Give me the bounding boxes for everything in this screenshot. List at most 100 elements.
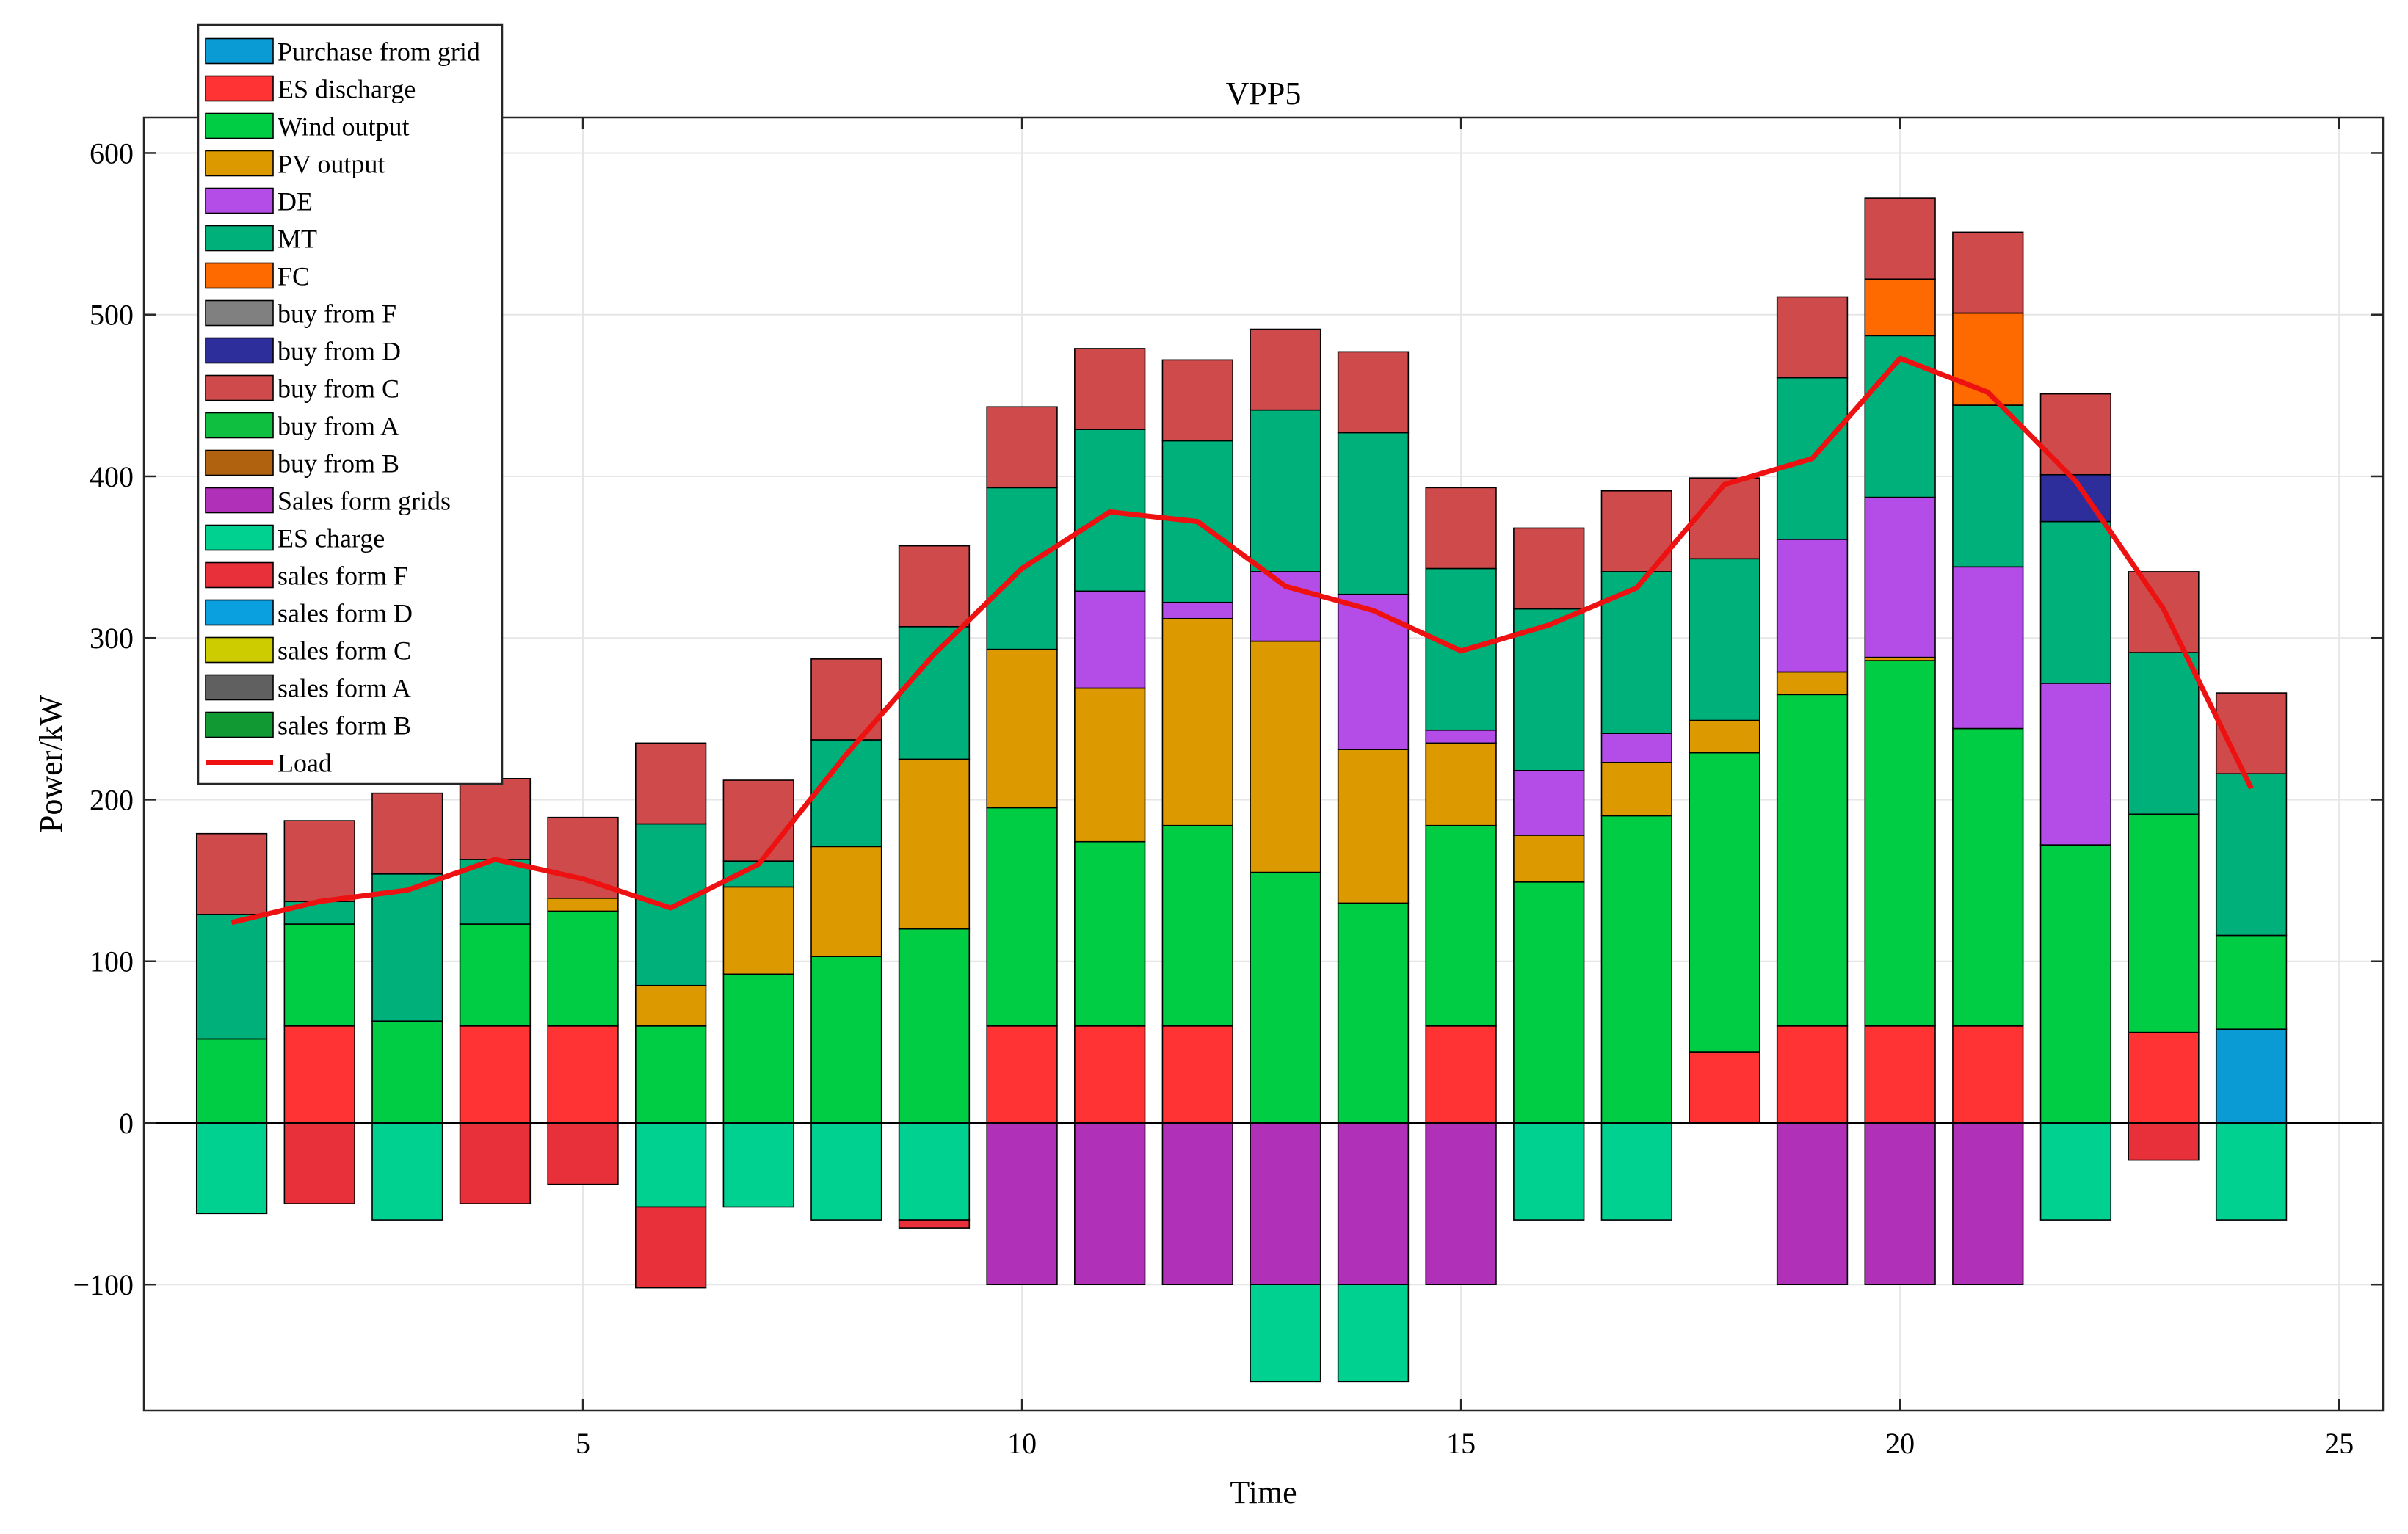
x-tick-label: 25 (2324, 1427, 2354, 1460)
bar-segment-buy-from-c (1074, 348, 1146, 430)
legend-label: Load (278, 749, 332, 778)
bar-segment-wind-output (1337, 902, 1410, 1124)
bar-segment-mt (1952, 404, 2024, 568)
bar-segment-es-charge (898, 1122, 971, 1221)
legend-label: buy from F (278, 299, 396, 329)
x-tick-label: 5 (576, 1427, 590, 1460)
legend-swatch (205, 374, 274, 401)
stacked-bars (195, 197, 2288, 1383)
bar-segment-es-charge (1513, 1122, 1585, 1221)
bar-segment-pv-output (722, 886, 794, 975)
bar-segment-pv-output (1250, 640, 1321, 873)
bar-segment-de (1337, 593, 1410, 750)
legend-swatch (205, 599, 274, 626)
x-axis-label: Time (1230, 1475, 1297, 1511)
bar-segment-es-charge (722, 1122, 794, 1208)
bar-segment-es-discharge (2128, 1031, 2200, 1124)
y-tick-label: 300 (90, 622, 134, 655)
bar-segment-buy-from-c (1864, 197, 1936, 280)
bar-segment-es-charge (810, 1122, 882, 1221)
bar-segment-pv-output (547, 898, 619, 912)
bar-segment-wind-output (1425, 824, 1497, 1027)
legend-swatch (205, 337, 274, 364)
axis-ticks: 5 10 15 20 25 −100 0 100 200 300 400 500 600 (73, 117, 2383, 1460)
bar-segment-buy-from-c (635, 742, 707, 825)
bar-segment-wind-output (2215, 934, 2288, 1030)
bar-segment-mt (2215, 773, 2288, 937)
bar-segment-wind-output (986, 807, 1058, 1027)
plot-frame (142, 116, 2385, 1412)
bar-segment-buy-from-c (1513, 527, 1585, 610)
x-tick-label: 15 (1446, 1427, 1476, 1460)
y-tick-label: 600 (90, 137, 134, 170)
bar-segment-de (1161, 601, 1233, 619)
bar-segment-buy-from-c (2039, 393, 2112, 476)
bar-segment-wind-output (722, 973, 794, 1124)
bar-segment-es-discharge (459, 1025, 532, 1124)
bar-segment-es-charge (2039, 1122, 2112, 1221)
bar-segment-mt (1864, 335, 1936, 498)
bar-segment-de (2039, 683, 2112, 846)
bar-segment-sales-form-grids (1776, 1122, 1849, 1286)
legend-swatch (205, 412, 274, 439)
legend-swatch (205, 262, 274, 289)
bar-segment-sales-form-grids (1074, 1122, 1146, 1286)
bar-segment-de (1513, 770, 1585, 836)
bar-segment-sales-form-grids (1337, 1122, 1410, 1286)
bar-segment-es-discharge (1074, 1025, 1146, 1124)
bar-segment-buy-from-c (2215, 692, 2288, 775)
legend-label: sales form A (278, 674, 411, 703)
legend-swatch (205, 711, 274, 738)
bar-segment-wind-output (1074, 840, 1146, 1027)
y-tick-label: 200 (90, 783, 134, 816)
legend-swatch (205, 674, 274, 701)
bar-segment-pv-output (1600, 761, 1672, 817)
bar-segment-wind-output (1513, 881, 1585, 1124)
bar-segment-buy-from-c (195, 832, 268, 915)
bar-segment-mt (1513, 608, 1585, 771)
legend: Purchase from grid ES discharge Wind outpu… (197, 23, 504, 785)
bar-segment-pv-output (1776, 671, 1849, 696)
bar-segment-wind-output (1161, 824, 1233, 1027)
legend-swatch (205, 225, 274, 252)
bar-segment-pv-output (1425, 742, 1497, 826)
legend-swatch (205, 561, 274, 589)
bar-segment-wind-output (195, 1038, 268, 1124)
legend-label: sales form D (278, 599, 413, 628)
legend-label: FC (278, 262, 310, 291)
bar-segment-de (1425, 729, 1497, 744)
legend-label: Wind output (278, 112, 410, 142)
legend-label: buy from A (278, 412, 399, 441)
legend-swatch (205, 299, 274, 327)
bar-segment-pv-output (898, 758, 971, 930)
bar-segment-sales-form-f (459, 1122, 532, 1204)
bar-segment-es-discharge (1689, 1051, 1760, 1124)
bar-segment-wind-output (1776, 694, 1849, 1027)
bar-segment-mt (2039, 520, 2112, 684)
legend-swatch (205, 449, 274, 476)
legend-label: Purchase from grid (278, 37, 480, 67)
y-tick-label: 400 (90, 460, 134, 493)
legend-label: Sales form grids (278, 487, 451, 516)
bar-segment-es-discharge (1864, 1025, 1936, 1124)
legend-label: ES discharge (278, 75, 416, 104)
bar-segment-sales-form-f (635, 1206, 707, 1289)
legend-label: MT (278, 225, 317, 254)
legend-swatch (205, 187, 274, 214)
chart-title: VPP5 (1226, 76, 1302, 112)
bar-segment-wind-output (459, 923, 532, 1027)
bar-segment-sales-form-grids (1250, 1122, 1321, 1286)
bar-segment-fc (1864, 278, 1936, 337)
bar-segment-de (1776, 539, 1849, 673)
bar-segment-pv-output (810, 846, 882, 957)
legend-label: buy from C (278, 374, 399, 404)
legend-label: sales form B (278, 711, 411, 741)
load-line (231, 355, 2254, 926)
bar-segment-buy-from-c (1161, 359, 1233, 442)
bar-segment-pv-output (986, 648, 1058, 809)
bar-segment-mt (2128, 652, 2200, 815)
legend-label: buy from D (278, 337, 401, 366)
y-tick-label: 0 (119, 1107, 134, 1140)
y-tick-label: 500 (90, 299, 134, 332)
